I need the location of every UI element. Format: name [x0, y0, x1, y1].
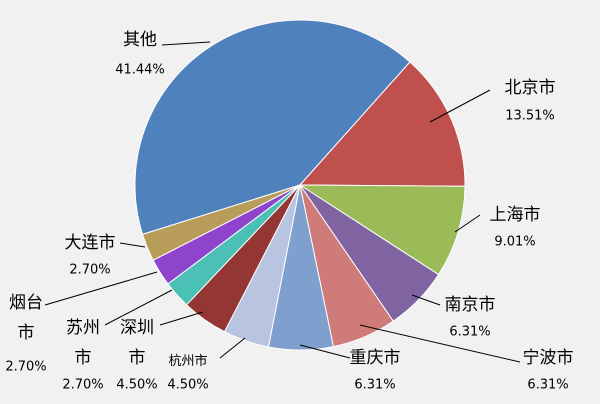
- value-label: 6.31%: [527, 377, 569, 393]
- slice-label: 深圳市: [120, 318, 154, 368]
- slice-label: 北京市: [504, 78, 556, 98]
- slice-label: 上海市: [489, 205, 541, 225]
- slice-label: 重庆市: [349, 348, 401, 368]
- slice-label: 其他: [123, 30, 157, 50]
- leader-line: [44, 271, 158, 306]
- slice-label: 大连市: [64, 233, 116, 253]
- leader-line: [161, 41, 211, 46]
- leader-line: [119, 242, 146, 248]
- slice-label: 苏州市: [66, 318, 100, 368]
- value-label: 6.31%: [354, 377, 396, 393]
- value-label: 9.01%: [494, 234, 536, 250]
- value-label: 41.44%: [115, 62, 165, 78]
- pie-slice: [298, 184, 466, 276]
- value-label: 4.50%: [167, 377, 209, 393]
- value-label: 6.31%: [449, 324, 491, 340]
- value-label: 2.70%: [5, 359, 47, 375]
- slice-label: 宁波市: [522, 348, 574, 368]
- slice-label: 杭州市: [168, 354, 208, 369]
- value-label: 2.70%: [69, 262, 111, 278]
- pie-slice: [141, 184, 301, 261]
- leader-line: [454, 214, 481, 233]
- value-label: 13.51%: [505, 108, 555, 124]
- leader-line: [159, 311, 204, 326]
- leader-line: [411, 294, 441, 306]
- leader-line: [219, 337, 246, 359]
- slice-label: 南京市: [444, 295, 496, 315]
- pie-slice: [134, 19, 411, 235]
- slice-label: 烟台市: [9, 293, 43, 343]
- leader-line: [359, 324, 521, 363]
- leader-line: [104, 289, 173, 326]
- leader-line: [299, 344, 351, 359]
- value-label: 2.70%: [62, 377, 104, 393]
- pie-slice: [298, 61, 466, 187]
- value-label: 4.50%: [116, 377, 158, 393]
- leader-line: [429, 89, 491, 123]
